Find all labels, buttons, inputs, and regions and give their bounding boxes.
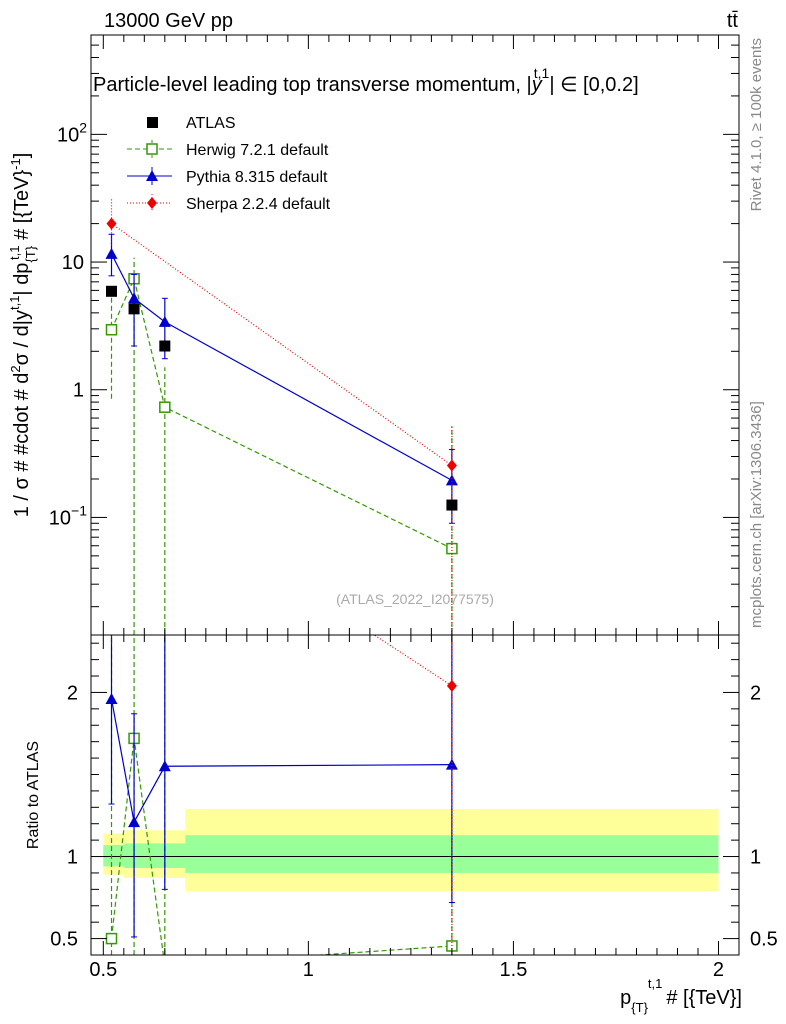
ratio-pythia-marker: [445, 758, 458, 770]
legend-marker-herwig: [146, 143, 158, 155]
main-y-tick-label: 102: [57, 119, 87, 146]
ratio-pythia-line: [110, 698, 452, 824]
ratio-herwig-marker: [105, 932, 118, 945]
main-y-axis-label: 1 / σ # #cdot # d2σ / d|yt,1| dp{T}t,1 #…: [7, 153, 38, 518]
legend-label-herwig: Herwig 7.2.1 default: [186, 142, 329, 159]
main-atlas-data-point: [159, 340, 171, 352]
main-sherpa-marker: [446, 459, 457, 472]
legend-marker-pythia: [146, 170, 158, 181]
ratio-band-stat-uncertainty: [103, 845, 124, 867]
ratio-y-tick-label-right: 0.5: [750, 929, 778, 951]
legend: ATLAS Herwig 7.2.1 default Pythia 8.315 …: [127, 115, 331, 213]
ratio-plot-panel: 0.5 0.5 1 1 2 2 0.5 1 1.5 2 Ratio to ATLAS p{T}t…: [25, 457, 778, 1015]
main-herwig-marker: [159, 401, 171, 413]
legend-label-pythia: Pythia 8.315 default: [186, 169, 328, 186]
rivet-version-label: Rivet 4.1.0, ≥ 100k events: [748, 38, 765, 211]
ratio-herwig-marker: [160, 961, 170, 971]
main-pythia-marker: [445, 474, 458, 486]
ratio-y-tick-label: 1: [67, 847, 78, 869]
main-pythia-line: [110, 253, 453, 481]
ratio-sherpa-line: [373, 635, 453, 687]
legend-label-atlas: ATLAS: [186, 115, 236, 132]
main-y-tick-label: 10−1: [49, 502, 87, 529]
main-atlas-data-point: [446, 499, 458, 511]
ratio-pythia-marker: [158, 760, 171, 772]
legend-marker-sherpa: [147, 197, 157, 209]
ratio-pythia-marker: [128, 816, 141, 828]
ratio-plot-frame: [90, 634, 740, 956]
x-tick-label: 1: [303, 959, 314, 981]
energy-label: 13000 GeV pp: [104, 10, 233, 32]
ratio-sherpa-marker: [107, 457, 117, 469]
main-sherpa-marker: [106, 217, 117, 230]
legend-marker-atlas: [147, 117, 158, 128]
legend-label-sherpa: Sherpa 2.2.4 default: [186, 196, 331, 213]
main-herwig-marker: [105, 323, 118, 336]
main-y-tick-label: 1: [73, 380, 84, 402]
main-atlas-data-point: [106, 285, 118, 297]
main-plot-panel: 10−1 1 10 102 Particle-level leading top tr…: [7, 34, 740, 636]
x-axis: 0.5 1 1.5 2: [89, 635, 724, 981]
main-pythia-marker: [105, 247, 118, 259]
x-tick-label: 2: [713, 959, 724, 981]
ratio-y-tick-label: 0.5: [50, 929, 78, 951]
main-herwig-line: [110, 276, 453, 550]
ratio-herwig-line: [110, 738, 452, 955]
analysis-watermark: (ATLAS_2022_I2077575): [336, 591, 494, 607]
main-pythia-marker: [158, 315, 171, 327]
mcplots-credit-label: mcplots.cern.ch [arXiv:1306.3436]: [748, 401, 765, 628]
main-x-ticks: [102, 35, 719, 635]
x-axis-label: p{T}t,1# [{TeV}]: [620, 976, 742, 1015]
main-y-axis: 10−1 1 10 102: [49, 34, 739, 608]
ratio-y-axis-label: Ratio to ATLAS: [25, 741, 42, 849]
main-sherpa-line: [111, 223, 453, 467]
ratio-y-tick-label: 2: [67, 682, 78, 704]
ratio-y-tick-label-right: 1: [750, 847, 761, 869]
ratio-y-axis: 0.5 0.5 1 1 2 2: [50, 642, 778, 951]
ratio-y-tick-label-right: 2: [750, 682, 761, 704]
x-tick-label: 0.5: [89, 959, 117, 981]
ratio-pythia-marker: [105, 693, 118, 704]
main-y-tick-label: 10: [62, 252, 84, 274]
plot-title: Particle-level leading top transverse mo…: [93, 65, 639, 96]
ratio-sherpa-marker: [446, 679, 457, 692]
process-label: tt̄: [727, 10, 739, 32]
x-tick-label: 1.5: [500, 959, 528, 981]
main-herwig-marker: [446, 542, 458, 555]
main-atlas-data-point: [128, 303, 140, 315]
main-pythia-marker: [128, 292, 141, 304]
